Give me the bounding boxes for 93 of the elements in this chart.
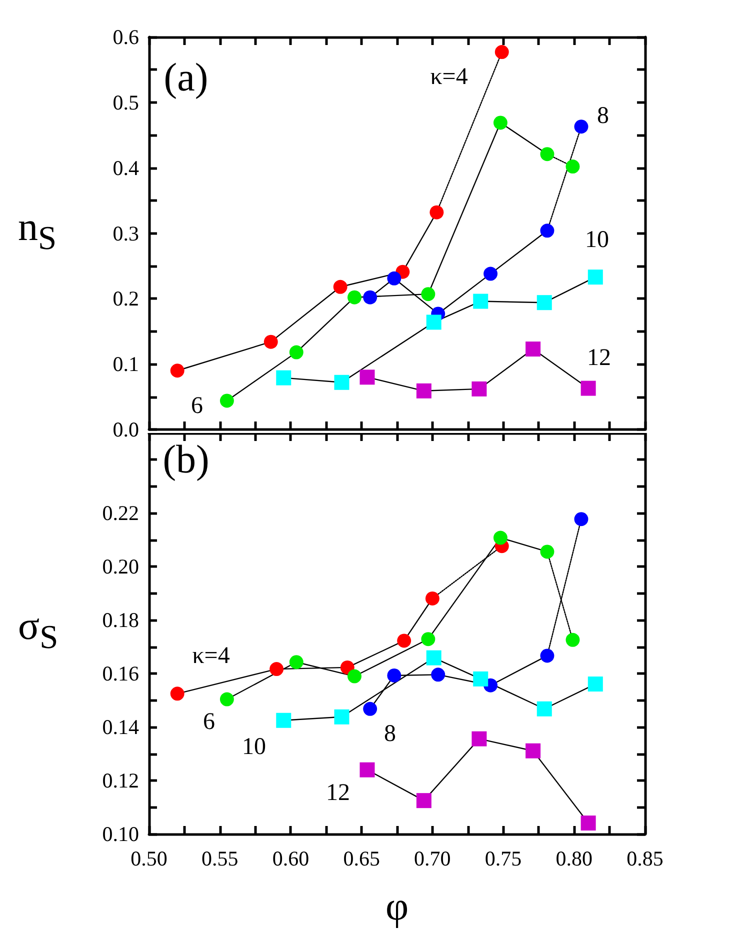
point xyxy=(264,334,278,349)
point xyxy=(536,701,552,716)
point xyxy=(289,655,304,670)
point xyxy=(426,650,442,666)
point xyxy=(360,762,375,778)
point xyxy=(360,370,375,385)
point xyxy=(276,712,292,728)
point xyxy=(540,648,554,663)
y-axis-title: n$_{S}$ xyxy=(18,204,57,257)
point xyxy=(588,676,603,692)
y-tick-label: 0.1 xyxy=(112,352,139,376)
x-tick-label: 0.85 xyxy=(626,846,664,870)
x-tick-label: 0.65 xyxy=(343,846,380,870)
annotation: 10 xyxy=(242,734,266,760)
x-tick-label: 0.60 xyxy=(272,846,310,870)
y-tick-label: 0.2 xyxy=(112,286,139,311)
point xyxy=(472,381,487,396)
y-tick-label: 0.6 xyxy=(112,25,139,49)
point xyxy=(425,591,440,606)
x-axis-title: φ xyxy=(385,884,409,928)
point xyxy=(340,660,354,674)
point xyxy=(574,512,588,526)
annotation: 6 xyxy=(203,709,215,735)
point xyxy=(580,380,596,396)
x-tick-label: 0.70 xyxy=(414,846,451,870)
y-axis-title: σ$_{S}$ xyxy=(18,602,58,656)
point xyxy=(431,668,446,682)
point xyxy=(540,147,554,162)
point xyxy=(493,116,508,130)
annotation: (a) xyxy=(164,54,208,100)
annotation: 8 xyxy=(597,103,609,129)
y-tick-label: 0.18 xyxy=(102,608,139,632)
point xyxy=(348,669,362,684)
point xyxy=(588,270,603,285)
point xyxy=(387,271,402,286)
point xyxy=(363,702,378,716)
point xyxy=(270,662,284,676)
x-tick-label: 0.75 xyxy=(484,846,522,870)
y-tick-label: 0.20 xyxy=(102,554,139,579)
annotation: 6 xyxy=(191,393,203,419)
point xyxy=(484,266,498,281)
point xyxy=(397,634,412,648)
point xyxy=(170,364,184,378)
point xyxy=(220,692,234,706)
point xyxy=(421,287,436,302)
point xyxy=(421,632,436,646)
point xyxy=(526,743,541,758)
point xyxy=(426,314,442,330)
y-tick-label: 0.12 xyxy=(102,768,139,793)
point xyxy=(334,709,350,724)
point xyxy=(348,290,362,304)
y-tick-label: 0.0 xyxy=(112,418,139,442)
point xyxy=(276,370,292,386)
y-tick-label: 0.3 xyxy=(112,221,139,246)
y-tick-label: 0.22 xyxy=(102,501,139,526)
point xyxy=(526,342,541,357)
point xyxy=(387,668,402,682)
annotation: κ=4 xyxy=(192,643,230,669)
point xyxy=(220,394,234,408)
annotation: 10 xyxy=(585,227,609,253)
point xyxy=(333,280,348,294)
point xyxy=(540,224,554,238)
point xyxy=(334,374,350,390)
annotation: 8 xyxy=(384,721,396,747)
annotation: κ=4 xyxy=(430,64,468,90)
point xyxy=(363,290,378,304)
point xyxy=(472,731,487,746)
y-tick-label: 0.10 xyxy=(102,822,139,846)
point xyxy=(536,295,552,310)
point xyxy=(289,345,304,360)
y-tick-label: 0.14 xyxy=(102,715,140,740)
annotation: (b) xyxy=(162,436,210,482)
annotation: 12 xyxy=(326,780,350,806)
x-tick-label: 0.80 xyxy=(556,846,593,870)
annotation: 12 xyxy=(587,345,611,371)
x-tick-label: 0.50 xyxy=(130,846,168,870)
point xyxy=(566,632,580,647)
y-tick-label: 0.4 xyxy=(112,156,140,180)
point xyxy=(416,793,432,808)
y-tick-label: 0.16 xyxy=(102,662,139,686)
point xyxy=(430,205,444,220)
point xyxy=(493,530,508,545)
point xyxy=(494,45,509,60)
point xyxy=(566,160,580,174)
point xyxy=(580,816,596,831)
point xyxy=(574,120,588,134)
point xyxy=(473,294,488,309)
point xyxy=(540,544,554,559)
x-tick-label: 0.55 xyxy=(201,846,238,870)
y-tick-label: 0.5 xyxy=(112,90,139,114)
point xyxy=(416,383,432,398)
point xyxy=(170,686,184,701)
point xyxy=(473,671,488,686)
